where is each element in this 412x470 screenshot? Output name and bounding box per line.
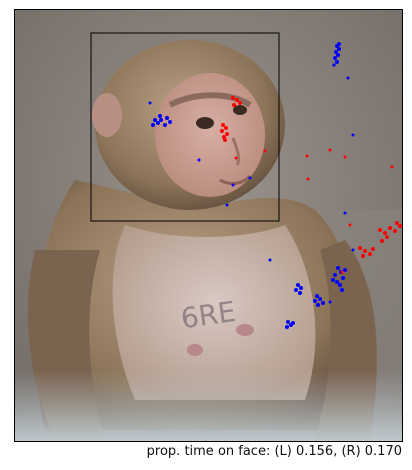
- monkey-eye-right: [233, 105, 247, 115]
- monkey-face: [155, 73, 265, 197]
- nipple-right: [236, 324, 254, 336]
- monkey-brow: [168, 92, 252, 108]
- image-plot-area: 6RE: [14, 9, 403, 442]
- face-region-box: [90, 32, 280, 222]
- face-time-caption: prop. time on face: (L) 0.156, (R) 0.170: [146, 444, 402, 459]
- chest-marking: 6RE: [179, 295, 238, 335]
- monkey-nose: [231, 137, 241, 166]
- left-eye-gaze-points: [148, 42, 355, 329]
- monkey-ear: [92, 93, 122, 137]
- nipple-left: [187, 344, 203, 356]
- monkey-mouth: [219, 174, 252, 185]
- foreground-fog: [15, 370, 402, 441]
- monkey-photo-with-gaze-overlay: 6RE: [15, 10, 402, 441]
- monkey-chest: [112, 225, 316, 400]
- right-eye-gaze-points: [220, 96, 402, 274]
- monkey-eye-left: [196, 117, 214, 129]
